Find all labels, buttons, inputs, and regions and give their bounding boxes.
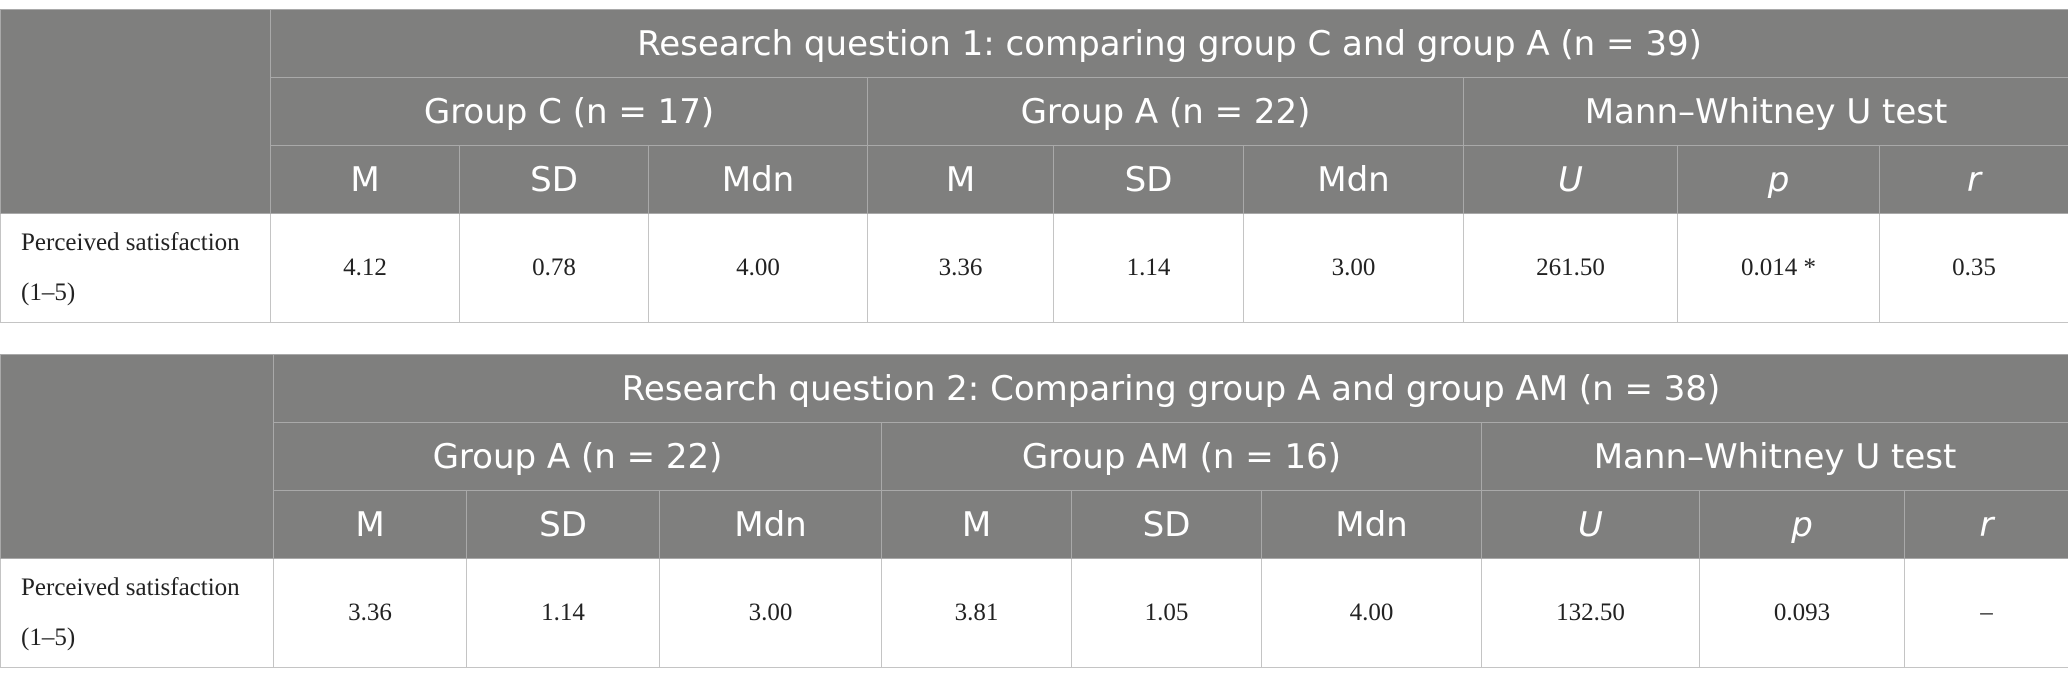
column-header: r <box>1878 145 2068 214</box>
value-cell: 4.00 <box>1261 558 1482 668</box>
column-header: p <box>1677 145 1880 214</box>
value-cell: 0.78 <box>459 213 649 323</box>
column-header: M <box>881 490 1072 559</box>
group-header: Group A (n = 22) <box>867 77 1464 146</box>
column-header: Mdn <box>1261 490 1482 559</box>
column-header: U <box>1481 490 1700 559</box>
column-header: SD <box>466 490 660 559</box>
row-label: Perceived satisfaction (1–5) <box>0 558 274 668</box>
column-header: p <box>1699 490 1905 559</box>
column-header: Mdn <box>648 145 868 214</box>
value-cell: 0.35 <box>1878 213 2068 323</box>
group-header: Group A (n = 22) <box>273 422 882 491</box>
column-header: M <box>270 145 460 214</box>
column-header: SD <box>1071 490 1262 559</box>
group-row: Group A (n = 22) Group AM (n = 16) Mann–Wh… <box>1 422 2068 491</box>
value-cell: 4.12 <box>270 213 460 323</box>
value-cell: – <box>1903 558 2068 668</box>
data-table: Research question 1: comparing group C a… <box>0 9 2068 323</box>
value-cell: 1.05 <box>1071 558 1262 668</box>
table-title: Research question 2: Comparing group A a… <box>272 354 2068 423</box>
value-cell: 0.014 * <box>1677 213 1880 323</box>
title-row: Research question 2: Comparing group A a… <box>0 354 2068 559</box>
column-header: SD <box>1053 145 1244 214</box>
corner-cell <box>0 354 274 559</box>
corner-cell <box>0 9 271 214</box>
value-cell: 3.36 <box>273 558 467 668</box>
value-cell: 1.14 <box>1053 213 1244 323</box>
data-row: Perceived satisfaction (1–5) 4.12 0.78 4.00… <box>0 213 2068 323</box>
value-cell: 3.81 <box>881 558 1072 668</box>
value-cell: 4.00 <box>648 213 868 323</box>
group-header: Group C (n = 17) <box>270 77 868 146</box>
value-cell: 261.50 <box>1463 213 1678 323</box>
value-cell: 3.00 <box>1243 213 1464 323</box>
column-header: U <box>1463 145 1678 214</box>
group-header: Mann–Whitney U test <box>1462 77 2068 146</box>
value-cell: 132.50 <box>1481 558 1700 668</box>
group-header: Mann–Whitney U test <box>1480 422 2068 491</box>
value-cell: 1.14 <box>466 558 660 668</box>
title-row: Research question 1: comparing group C a… <box>0 9 2068 214</box>
table-title: Research question 1: comparing group C a… <box>269 9 2068 78</box>
column-header: Mdn <box>1243 145 1464 214</box>
data-row: Perceived satisfaction (1–5) 3.36 1.14 3.00… <box>0 558 2068 668</box>
value-cell: 0.093 <box>1699 558 1905 668</box>
column-header: Mdn <box>659 490 882 559</box>
column-header: SD <box>459 145 649 214</box>
data-table: Research question 2: Comparing group A a… <box>0 354 2068 668</box>
row-label: Perceived satisfaction (1–5) <box>0 213 271 323</box>
column-header: M <box>273 490 467 559</box>
group-row: Group C (n = 17) Group A (n = 22) Mann–Whi… <box>1 77 2068 146</box>
value-cell: 3.00 <box>659 558 882 668</box>
column-header: r <box>1903 490 2068 559</box>
value-cell: 3.36 <box>867 213 1054 323</box>
group-header: Group AM (n = 16) <box>881 422 1482 491</box>
column-header: M <box>867 145 1054 214</box>
